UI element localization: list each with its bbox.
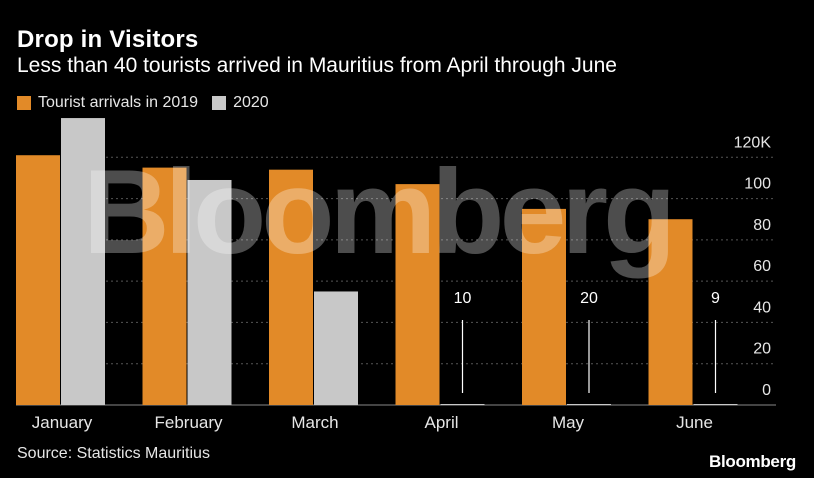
- legend-swatch-2019: [17, 96, 31, 110]
- y-tick-label: 100: [744, 176, 771, 193]
- x-tick-label: February: [154, 413, 223, 432]
- bar-2019: [522, 208, 566, 405]
- bar-2020: [567, 404, 611, 405]
- bar-2019: [648, 219, 693, 405]
- source-note: Source: Statistics Mauritius: [17, 445, 210, 462]
- y-tick-label: 120K: [734, 134, 772, 151]
- legend-label-2019: Tourist arrivals in 2019: [38, 94, 199, 111]
- bar-2019: [269, 169, 313, 405]
- bloomberg-logo: Bloomberg: [708, 452, 796, 471]
- bar-2019: [142, 167, 187, 405]
- bar-2020: [61, 118, 105, 406]
- bar-2019: [16, 155, 60, 405]
- y-tick-label: 80: [753, 217, 771, 234]
- data-label: 20: [580, 290, 598, 307]
- chart-subtitle: Less than 40 tourists arrived in Mauriti…: [17, 54, 617, 77]
- bar-2020: [693, 404, 738, 405]
- y-tick-label: 0: [762, 382, 771, 399]
- legend-entry-2020: 2020: [212, 94, 269, 112]
- bar-2020: [314, 291, 358, 405]
- y-tick-label: 40: [753, 299, 771, 316]
- bar-2020: [440, 404, 485, 405]
- data-label: 9: [711, 290, 720, 307]
- data-label: 10: [454, 290, 472, 307]
- x-tick-label: March: [291, 413, 338, 432]
- y-tick-label: 20: [753, 341, 771, 358]
- bar-2020: [187, 179, 232, 405]
- x-tick-label: January: [32, 413, 93, 432]
- legend: Tourist arrivals in 2019 2020: [17, 94, 283, 112]
- legend-label-2020: 2020: [233, 94, 269, 111]
- chart-title: Drop in Visitors: [17, 26, 199, 53]
- legend-entry-2019: Tourist arrivals in 2019: [17, 94, 198, 112]
- y-tick-label: 60: [753, 258, 771, 275]
- legend-swatch-2020: [212, 96, 227, 110]
- x-tick-label: April: [424, 413, 458, 432]
- x-tick-label: June: [676, 413, 713, 432]
- x-tick-label: May: [552, 413, 585, 432]
- bar-2019: [395, 184, 440, 405]
